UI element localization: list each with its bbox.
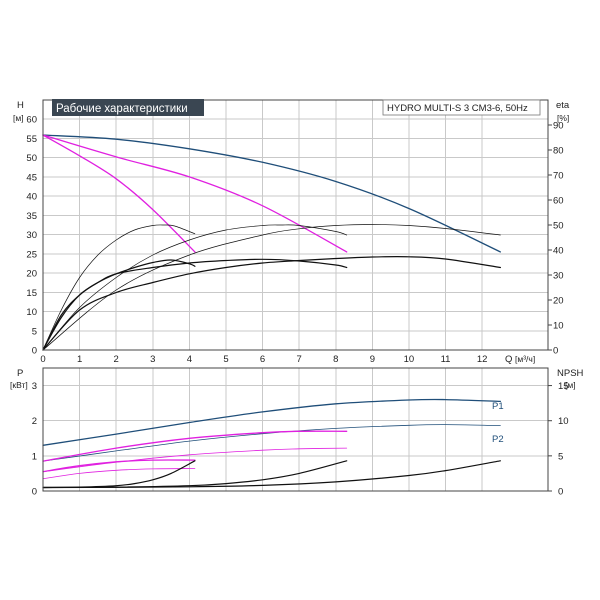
p-tick-label: 3 [32,381,37,392]
power-chart-curves [42,398,502,489]
h-tick-label: 35 [26,211,37,222]
h-tick-label: 55 [26,134,37,145]
eta-tick-label: 20 [553,296,564,307]
power-main-curve-0 [42,398,502,446]
power-reduced-curve-4 [42,459,196,473]
p-tick-label: 2 [32,416,37,427]
q-tick-label: 7 [297,354,302,365]
q-tick-label: 3 [150,354,155,365]
npsh-tick-label: 0 [558,487,563,498]
eta-tick-label: 40 [553,246,564,257]
efficiency-curve-6 [42,224,501,351]
h-tick-label: 40 [26,192,37,203]
power-chart-grid [42,368,548,492]
npsh-tick-label: 5 [558,451,563,462]
h-tick-label: 25 [26,249,37,260]
q-axis-unit: [м³/ч] [515,354,535,364]
q-tick-label: 11 [441,354,451,365]
eta-tick-label: 70 [553,171,564,182]
eta-tick-label: 10 [553,321,564,332]
p-tick-label: 0 [32,487,37,498]
power-reduced-curve-5 [42,468,196,480]
npsh-curve-7 [42,460,348,489]
h-tick-label: 45 [26,172,37,183]
q-tick-label: 0 [40,354,45,365]
efficiency-curve-8 [42,224,196,351]
q-tick-label: 4 [187,354,192,365]
power-reduced-curve-3 [42,447,348,473]
npsh-axis-label: NPSH [557,368,584,379]
h-tick-label: 50 [26,153,37,164]
q-tick-label: 8 [333,354,338,365]
npsh-curve-6 [42,460,501,489]
eta-tick-label: 30 [553,271,564,282]
power-reduced-curve-2 [42,430,348,462]
eta-axis-label: eta [556,100,570,111]
h-axis-label: H [17,100,24,111]
h-tick-label: 30 [26,230,37,241]
eta-tick-label: 50 [553,221,564,232]
eta-tick-label: 80 [553,146,564,157]
h-tick-label: 5 [32,326,37,337]
head-reduced-curve-1 [42,134,348,253]
p-tick-label: 1 [32,451,37,462]
q-tick-label: 2 [114,354,119,365]
q-tick-label: 6 [260,354,265,365]
head-main-curve-0 [42,134,502,253]
h-tick-label: 20 [26,269,37,280]
model-box [382,99,541,116]
q-axis-label: Q [505,354,512,365]
title-banner [52,99,204,116]
eta-axis-unit: [%] [557,113,569,123]
npsh-curve-8 [42,460,196,489]
efficiency-curve-5 [42,259,196,351]
q-tick-label: 5 [223,354,228,365]
h-tick-label: 15 [26,288,37,299]
model-label: HYDRO MULTI-S 3 CM3-6, 50Hz [387,103,528,114]
npsh-tick-label: 10 [558,416,569,427]
head-reduced-curve-2 [42,134,196,253]
q-tick-label: 10 [404,354,415,365]
h-tick-label: 60 [26,115,37,126]
p-axis-unit: [кВт] [10,380,28,390]
h-tick-label: 0 [32,346,37,357]
q-tick-label: 9 [370,354,375,365]
eta-tick-label: 60 [553,196,564,207]
h-axis-unit: [м] [13,113,24,123]
series-label-p2: P2 [492,434,504,445]
q-tick-label: 12 [477,354,488,365]
h-tick-label: 10 [26,307,37,318]
head-chart-curves [42,134,502,351]
chart-title: Рабочие характеристики [56,103,188,115]
eta-tick-label: 90 [553,121,564,132]
efficiency-curve-7 [42,224,348,351]
efficiency-curve-3 [42,256,501,351]
q-tick-label: 1 [77,354,82,365]
series-label-p1: P1 [492,401,504,412]
p-axis-label: P [17,368,23,379]
eta-tick-label: 0 [553,346,558,357]
npsh-axis-unit: [м] [565,380,576,390]
npsh-tick-label: 15 [558,381,569,392]
power-chart-frame [42,367,549,492]
power-chart-ticks: 0 1 2 3 0 5 10 15 [32,381,569,497]
